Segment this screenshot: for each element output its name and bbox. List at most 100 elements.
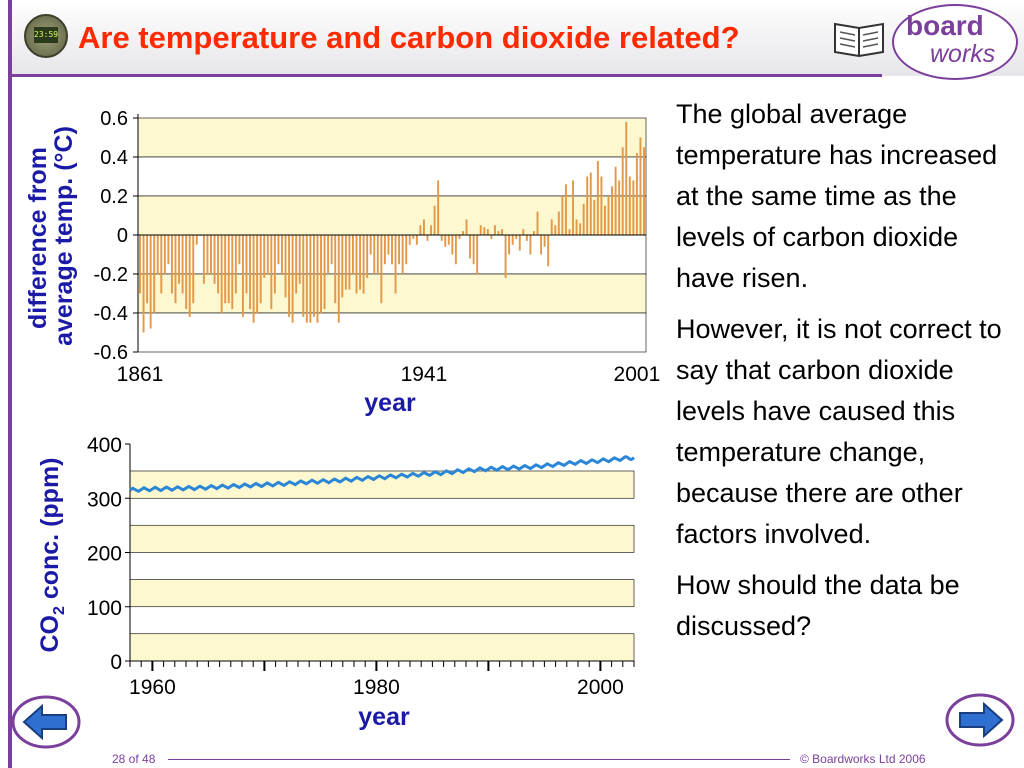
temp-bar: [380, 235, 383, 304]
explanation-paragraph-3: How should the data be discussed?: [676, 570, 960, 641]
temp-bar: [476, 235, 479, 274]
temp-bar: [607, 196, 610, 235]
temp-bar: [582, 203, 585, 235]
temp-bar: [178, 235, 181, 284]
logo-ellipse: [892, 4, 1018, 80]
temp-bar: [586, 176, 589, 235]
temp-bar: [458, 235, 461, 239]
temp-bar: [422, 219, 425, 235]
temp-bar: [291, 235, 294, 323]
temp-bar: [362, 235, 365, 294]
temp-bar: [366, 235, 369, 278]
temp-bar: [249, 235, 252, 310]
temp-bar: [454, 235, 457, 265]
temp-y-tick-label: -0.4: [94, 303, 128, 325]
temp-bar: [270, 235, 273, 310]
temp-bar: [635, 153, 638, 235]
temp-y-tick-label: 0.4: [100, 147, 128, 169]
temp-bar: [391, 235, 393, 265]
temp-y-tick-label: 0: [117, 225, 128, 247]
previous-slide-button[interactable]: [10, 694, 82, 750]
co2-y-tick-label: 100: [87, 597, 122, 620]
temp-bar: [614, 166, 617, 235]
next-slide-button[interactable]: [944, 692, 1016, 748]
temp-bar: [575, 219, 578, 235]
temp-bar: [227, 235, 230, 304]
temp-bar: [447, 235, 450, 245]
header-divider: [12, 74, 882, 77]
temp-bar: [234, 235, 237, 294]
temp-bar: [547, 235, 550, 267]
temp-bar: [405, 235, 408, 265]
clock-icon[interactable]: 23:59: [24, 14, 68, 58]
temp-bar: [142, 235, 145, 333]
temp-bar: [504, 235, 507, 278]
temp-bar: [153, 235, 156, 313]
temp-bar: [252, 235, 255, 323]
temp-bar: [493, 225, 496, 235]
temp-y-axis-label-line2: average temp. (°C): [50, 126, 78, 346]
co2-grid-band: [129, 524, 635, 553]
temp-bar: [536, 211, 539, 235]
co2-x-tick-label: 2000: [577, 676, 624, 699]
footer-divider: [168, 759, 790, 760]
temp-grid-band: [137, 156, 647, 197]
temp-bar: [557, 211, 560, 235]
temp-bar: [568, 229, 571, 235]
temp-bar: [174, 235, 177, 304]
temp-bar: [479, 225, 482, 235]
co2-grid-band: [129, 470, 635, 499]
temp-bar: [596, 160, 599, 235]
temp-bar: [202, 235, 205, 284]
temp-bar: [518, 235, 521, 251]
temp-bar: [643, 147, 645, 235]
co2-x-tick-label: 1960: [129, 676, 176, 699]
temp-bar: [451, 235, 454, 255]
temp-bar: [543, 235, 546, 247]
temp-bar: [348, 235, 351, 290]
temp-bar: [170, 235, 173, 294]
temp-bar: [376, 235, 379, 274]
temp-bar: [632, 180, 635, 235]
temp-bar: [334, 235, 337, 304]
temperature-chart: 0.6 0.4 0.2 0 -0.2 -0.4 -0.6 1861 1941 2001 diff…: [24, 108, 660, 417]
temp-bar: [156, 235, 159, 274]
explanation-text: The global average temperature has incre…: [676, 94, 1016, 657]
temp-bar: [320, 235, 322, 313]
temp-y-tick-label: 0.6: [100, 108, 128, 130]
temp-bar: [195, 235, 198, 245]
explanation-paragraph-1: The global average temperature has incre…: [676, 99, 998, 293]
temp-bar: [220, 235, 223, 313]
temp-bar: [501, 229, 504, 235]
temp-bar: [628, 176, 631, 235]
temp-bar: [387, 235, 390, 255]
temp-bar: [419, 225, 422, 235]
temp-bar: [603, 205, 606, 235]
temp-bar: [288, 235, 291, 317]
temp-bar: [529, 235, 532, 255]
co2-series-line: [129, 455, 635, 494]
left-border: [8, 0, 12, 768]
temp-y-tick-label: 0.2: [100, 186, 128, 208]
clock-display: 23:59: [34, 27, 58, 43]
temp-bar: [217, 235, 220, 294]
temp-bar: [462, 231, 464, 235]
arrow-right-icon: [959, 701, 1004, 739]
temp-bar: [508, 235, 511, 255]
arrow-left-icon: [22, 703, 67, 741]
book-icon[interactable]: [832, 14, 886, 60]
temp-bar: [465, 219, 468, 235]
temp-bar: [600, 176, 603, 235]
temp-bar: [341, 235, 344, 298]
co2-y-tick-label: 300: [87, 488, 122, 511]
temp-bar: [522, 229, 525, 235]
temp-bar: [433, 205, 436, 235]
temp-bar: [369, 235, 372, 255]
temp-bar: [323, 235, 326, 310]
temp-bar: [238, 235, 241, 265]
temp-bar: [295, 235, 298, 294]
temp-bar: [355, 235, 358, 294]
temp-bar: [330, 235, 333, 265]
logo-text-works: works: [930, 40, 996, 68]
temp-bar: [515, 235, 518, 239]
